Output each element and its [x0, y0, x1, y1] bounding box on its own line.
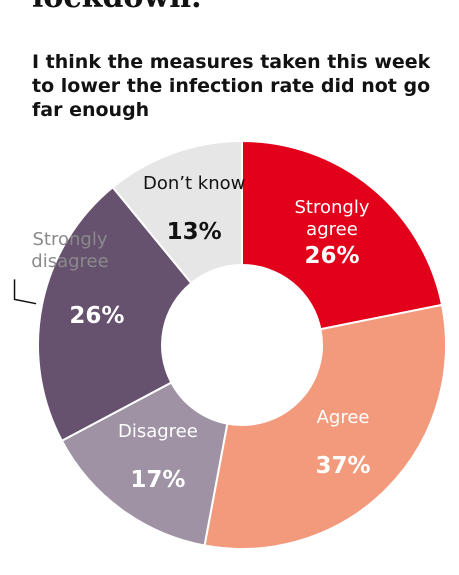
- category-label: Strongly disagree: [31, 229, 109, 273]
- value-label: 26%: [69, 302, 125, 329]
- value-label: 26%: [304, 243, 360, 270]
- chart-title: I think the measures taken this week to …: [32, 51, 431, 121]
- donut-slice: [37, 185, 193, 443]
- category-label: Disagree: [117, 421, 198, 443]
- donut-slice: [111, 139, 243, 285]
- donut-slice: [203, 303, 447, 550]
- category-label: Strongly agree: [294, 197, 370, 241]
- value-label: 37%: [315, 452, 371, 479]
- heading: lockdown.: [32, 0, 202, 15]
- value-label: 13%: [166, 219, 222, 246]
- category-label: Don’t know: [143, 173, 246, 195]
- donut-slice: [241, 139, 444, 331]
- donut-slice: [60, 381, 229, 547]
- category-label: Agree: [316, 406, 370, 428]
- value-label: 17%: [130, 467, 186, 494]
- leader-line: [13, 279, 37, 305]
